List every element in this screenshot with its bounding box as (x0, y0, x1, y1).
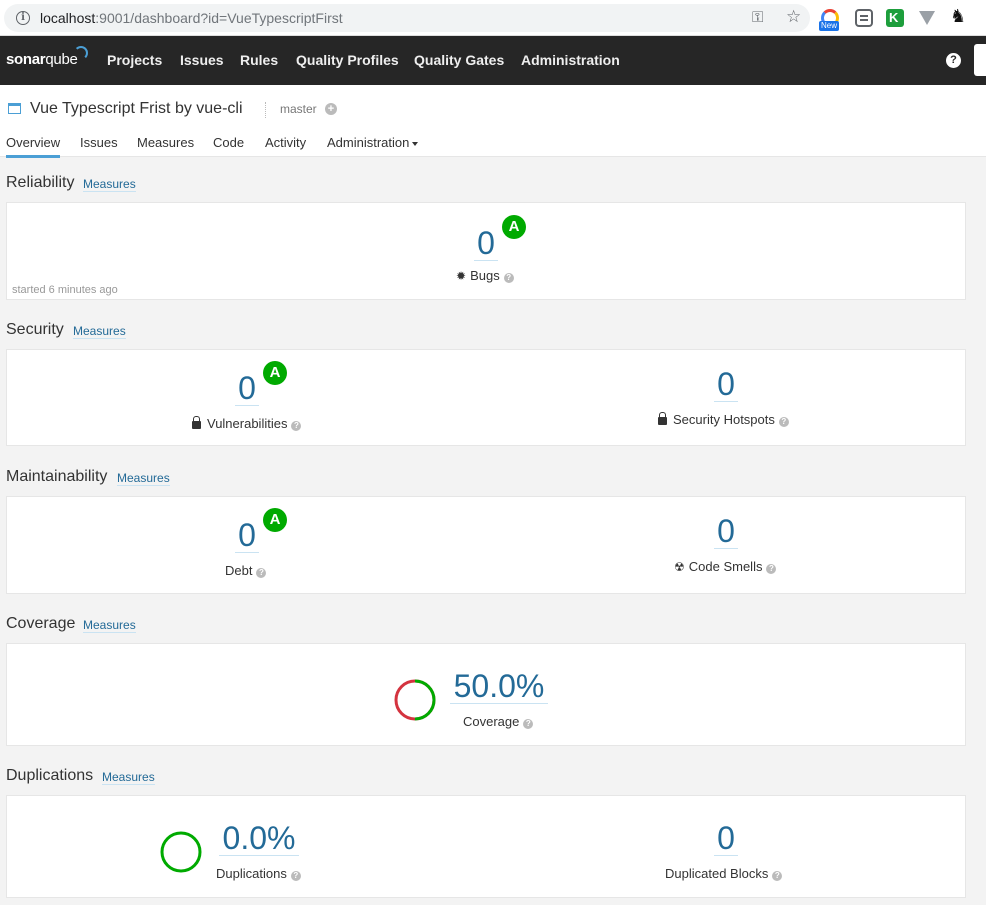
duplications-measures-link[interactable]: Measures (102, 770, 155, 785)
code-smell-icon: ☢ (674, 560, 685, 574)
help-icon[interactable]: ? (778, 417, 789, 427)
duplications-card: 0.0% Duplications? 0 Duplicated Blocks? (6, 795, 966, 898)
url-path: :9001/dashboard?id=VueTypescriptFirst (95, 10, 343, 26)
debt-label: Debt? (225, 563, 267, 578)
bug-icon: ✹ (456, 269, 467, 283)
coverage-title: Coverage (6, 615, 76, 632)
code-smells-value[interactable]: 0 (714, 514, 738, 549)
extension-vue-icon[interactable] (918, 9, 936, 27)
key-icon[interactable]: ⚿ (752, 9, 764, 26)
duplicated-blocks-value[interactable]: 0 (714, 821, 738, 856)
coverage-measures-link[interactable]: Measures (83, 618, 136, 633)
coverage-value[interactable]: 50.0% (450, 669, 548, 704)
project-icon (8, 103, 21, 114)
nav-quality-profiles[interactable]: Quality Profiles (296, 52, 399, 68)
info-icon[interactable]: i (16, 11, 30, 25)
nav-administration[interactable]: Administration (521, 52, 620, 68)
reliability-title: Reliability (6, 174, 75, 191)
security-measures-link[interactable]: Measures (73, 324, 126, 339)
coverage-card: 50.0% Coverage? (6, 643, 966, 746)
duplications-label-text: Duplications (216, 866, 287, 881)
help-icon[interactable]: ? (766, 564, 777, 574)
help-icon[interactable]: ? (503, 273, 514, 283)
code-smells-label-text: Code Smells (688, 559, 763, 574)
bugs-label-text: Bugs (470, 268, 500, 283)
coverage-donut-chart[interactable] (393, 678, 437, 722)
lock-icon (658, 412, 667, 425)
help-icon[interactable]: ? (946, 53, 961, 68)
sonarqube-logo[interactable]: sonarqube (6, 51, 78, 68)
tab-overview[interactable]: Overview (6, 135, 61, 158)
main-navbar: sonarqube Projects Issues Rules Quality … (0, 36, 986, 85)
logo-waves-icon (74, 46, 88, 60)
chevron-down-icon (412, 141, 419, 146)
tab-administration[interactable]: Administration (327, 135, 419, 155)
hotspots-label: Security Hotspots? (658, 412, 789, 427)
tab-administration-label: Administration (327, 135, 410, 150)
bugs-label: ✹ Bugs? (456, 268, 514, 283)
hotspots-label-text: Security Hotspots (673, 412, 775, 427)
tab-activity[interactable]: Activity (265, 135, 307, 150)
vulnerabilities-label: Vulnerabilities? (192, 416, 302, 431)
bugs-rating-badge[interactable]: A (502, 215, 526, 239)
vulnerabilities-label-text: Vulnerabilities (207, 416, 288, 431)
hotspots-value[interactable]: 0 (714, 367, 738, 402)
reliability-card: 0 A ✹ Bugs? started 6 minutes ago (6, 202, 966, 300)
duplicated-blocks-label-text: Duplicated Blocks (665, 866, 769, 881)
tab-code[interactable]: Code (213, 135, 245, 150)
search-input[interactable] (974, 44, 986, 76)
project-header: Vue Typescript Frist by vue-cli master +… (0, 85, 986, 158)
tab-issues[interactable]: Issues (80, 135, 118, 150)
tab-measures[interactable]: Measures (137, 135, 195, 150)
maintainability-title: Maintainability (6, 468, 108, 485)
add-branch-icon[interactable]: + (325, 103, 337, 115)
duplications-label: Duplications? (216, 866, 301, 881)
coverage-label-text: Coverage (463, 714, 520, 729)
debt-rating-badge[interactable]: A (263, 508, 287, 532)
logo-rest: qube (45, 51, 78, 68)
debt-label-text: Debt (225, 563, 253, 578)
bugs-value[interactable]: 0 (474, 226, 498, 261)
branch-icon (265, 102, 269, 118)
coverage-covered-arc (394, 679, 436, 721)
extension-chat-icon[interactable] (855, 9, 873, 27)
nav-issues[interactable]: Issues (180, 52, 224, 68)
url-text[interactable]: localhost:9001/dashboard?id=VueTypescrip… (40, 10, 343, 26)
debt-value[interactable]: 0 (235, 518, 259, 553)
lock-icon (192, 416, 201, 429)
duplications-value[interactable]: 0.0% (219, 821, 299, 856)
extension-sheet-icon[interactable] (886, 9, 904, 27)
analysis-started-text: started 6 minutes ago (12, 284, 118, 296)
vulnerabilities-value[interactable]: 0 (235, 371, 259, 406)
security-title: Security (6, 321, 64, 338)
duplications-ring (160, 831, 202, 873)
help-icon[interactable]: ? (290, 871, 301, 881)
duplicated-blocks-label: Duplicated Blocks? (665, 866, 783, 881)
logo-bold: sonar (6, 51, 46, 68)
nav-projects[interactable]: Projects (107, 52, 163, 68)
security-card: 0 A Vulnerabilities? 0 Security Hotspots… (6, 349, 966, 446)
coverage-label: Coverage? (463, 714, 534, 729)
help-icon[interactable]: ? (291, 421, 302, 431)
nav-quality-gates[interactable]: Quality Gates (414, 52, 505, 68)
bookmark-star-icon[interactable]: ☆ (786, 7, 802, 26)
project-title[interactable]: Vue Typescript Frist by vue-cli (30, 100, 243, 117)
url-host: localhost (40, 10, 96, 26)
address-bar[interactable]: i localhost:9001/dashboard?id=VueTypescr… (4, 4, 810, 32)
browser-toolbar: i localhost:9001/dashboard?id=VueTypescr… (0, 0, 986, 36)
branch-name[interactable]: master (280, 102, 317, 116)
maintainability-card: 0 A Debt? 0 ☢ Code Smells? (6, 496, 966, 594)
help-icon[interactable]: ? (772, 871, 783, 881)
extension-gnome-icon[interactable] (950, 6, 968, 27)
maintainability-measures-link[interactable]: Measures (117, 471, 170, 486)
duplications-title: Duplications (6, 767, 94, 784)
help-icon[interactable]: ? (523, 719, 534, 729)
help-icon[interactable]: ? (256, 568, 267, 578)
nav-rules[interactable]: Rules (240, 52, 279, 68)
vulnerabilities-rating-badge[interactable]: A (263, 361, 287, 385)
reliability-measures-link[interactable]: Measures (83, 177, 136, 192)
code-smells-label: ☢ Code Smells? (674, 559, 777, 574)
new-badge: New (819, 21, 840, 31)
duplications-donut-chart[interactable] (159, 830, 203, 874)
